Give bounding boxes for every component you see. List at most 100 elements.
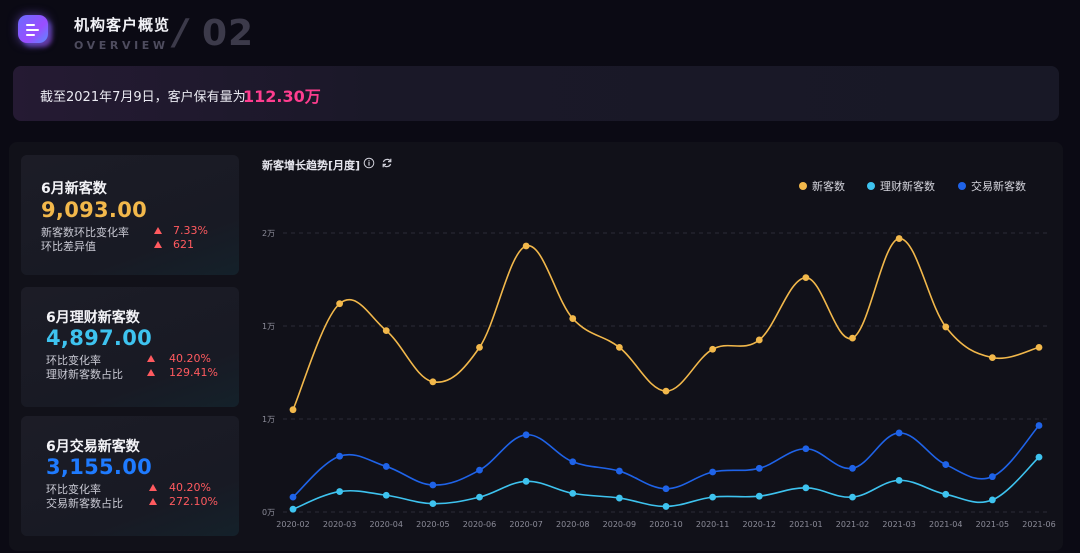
x-tick-label: 2020-09 <box>603 520 636 529</box>
section-number: 02 <box>202 13 255 54</box>
data-point <box>615 343 623 351</box>
up-arrow-icon <box>149 498 157 505</box>
kpi-row: 交易新客数占比 272.10% <box>46 495 226 510</box>
legend-marker <box>799 182 807 190</box>
up-arrow-icon <box>147 369 155 376</box>
kpi-card-value: 4,897.00 <box>46 326 153 350</box>
data-point <box>476 466 483 474</box>
x-tick-label: 2021-02 <box>836 520 869 529</box>
data-point <box>615 494 623 502</box>
x-tick-label: 2021-01 <box>789 520 822 529</box>
x-tick-label: 2021-03 <box>882 520 915 529</box>
kpi-row-value: 40.20% <box>169 352 211 365</box>
page-title: 机构客户概览 <box>74 16 171 34</box>
x-tick-label: 2020-04 <box>370 520 403 529</box>
x-tick-label: 2020-11 <box>696 520 729 529</box>
kpi-row-label: 交易新客数占比 <box>46 497 123 510</box>
data-point <box>522 242 530 250</box>
section-slash: / <box>174 12 188 53</box>
legend-marker <box>867 182 875 190</box>
data-point <box>615 467 623 475</box>
x-tick-label: 2020-06 <box>463 520 496 529</box>
info-icon[interactable] <box>363 157 375 169</box>
data-point <box>429 378 437 386</box>
data-point <box>289 505 297 513</box>
up-arrow-icon <box>149 484 157 491</box>
kpi-row: 理财新客数占比 129.41% <box>46 366 226 381</box>
data-point <box>849 334 856 342</box>
data-point <box>942 490 950 498</box>
x-tick-label: 2021-06 <box>1022 520 1055 529</box>
data-point <box>802 484 810 492</box>
kpi-row-label: 理财新客数占比 <box>46 368 123 381</box>
data-point <box>382 491 390 499</box>
data-point <box>988 354 996 362</box>
data-point <box>1035 453 1043 461</box>
data-point <box>988 473 996 481</box>
legend-label: 理财新客数 <box>880 179 935 193</box>
x-tick-label: 2020-02 <box>276 520 309 529</box>
data-point <box>802 274 810 282</box>
data-point <box>755 464 763 472</box>
data-point <box>476 343 483 351</box>
data-point <box>569 315 577 322</box>
data-point <box>802 445 810 453</box>
data-point <box>709 468 717 476</box>
data-point <box>988 496 996 504</box>
data-point <box>849 464 856 472</box>
banner-text: 截至2021年7月9日，客户保有量为 <box>40 90 246 105</box>
banner-value: 112.30万 <box>243 87 321 106</box>
data-point <box>662 485 670 493</box>
y-tick-label: 1万 <box>262 322 275 331</box>
data-point <box>336 300 344 308</box>
data-point <box>429 500 437 508</box>
kpi-row-label: 环比差异值 <box>41 240 96 253</box>
series-line <box>292 456 1040 510</box>
data-point <box>1035 343 1043 351</box>
data-point <box>569 490 577 497</box>
kpi-row-value: 272.10% <box>169 495 218 508</box>
y-tick-label: 2万 <box>262 229 275 238</box>
legend-marker <box>958 182 966 190</box>
x-tick-label: 2020-03 <box>323 520 356 529</box>
data-point <box>336 488 344 495</box>
customer-holdings-banner: 截至2021年7月9日，客户保有量为 112.30万 <box>13 66 1059 121</box>
data-point <box>476 493 483 501</box>
data-point <box>709 493 717 501</box>
series-line <box>292 237 1040 411</box>
kpi-card-title: 6月新客数 <box>41 181 107 197</box>
kpi-card-value: 3,155.00 <box>46 455 153 479</box>
data-point <box>662 503 670 510</box>
chart-title: 新客增长趋势[月度] <box>262 159 361 172</box>
data-point <box>289 406 297 414</box>
y-tick-label: 1万 <box>262 415 275 424</box>
kpi-row-value: 621 <box>173 238 194 251</box>
data-point <box>755 492 763 500</box>
kpi-card-trade-customers: 6月交易新客数 3,155.00 环比变化率 40.20% 交易新客数占比 27… <box>21 416 239 536</box>
x-tick-label: 2020-12 <box>743 520 776 529</box>
legend-label: 新客数 <box>812 179 845 193</box>
y-tick-label: 0万 <box>262 508 275 517</box>
x-tick-label: 2021-04 <box>929 520 962 529</box>
kpi-row: 环比变化率 40.20% <box>46 352 226 367</box>
data-point <box>942 323 950 331</box>
data-point <box>522 431 530 439</box>
kpi-row-label: 环比变化率 <box>46 354 101 367</box>
kpi-row-value: 7.33% <box>173 224 208 237</box>
kpi-card-title: 6月交易新客数 <box>46 439 140 455</box>
x-tick-label: 2021-05 <box>976 520 1009 529</box>
x-tick-label: 2020-08 <box>556 520 589 529</box>
up-arrow-icon <box>154 241 162 248</box>
kpi-row: 环比变化率 40.20% <box>46 481 226 496</box>
data-point <box>895 235 903 242</box>
data-point <box>522 477 530 485</box>
kpi-card-new-customers: 6月新客数 9,093.00 新客数环比变化率 7.33% 环比差异值 621 <box>21 155 239 275</box>
kpi-row: 环比差异值 621 <box>41 238 221 253</box>
refresh-icon[interactable] <box>381 157 393 169</box>
kpi-row-label: 环比变化率 <box>46 483 101 496</box>
page-header: 机构客户概览 OVERVIEW / 02 <box>18 8 418 58</box>
data-point <box>849 493 856 501</box>
data-point <box>289 493 297 501</box>
up-arrow-icon <box>147 355 155 362</box>
